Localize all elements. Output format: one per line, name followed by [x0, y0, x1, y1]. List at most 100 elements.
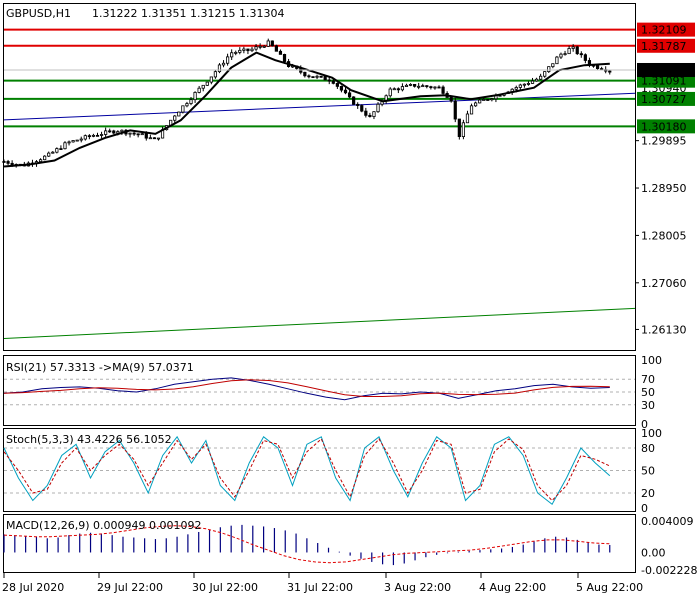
y-tick-label: -0.002228 — [641, 564, 697, 577]
macd-signal-line — [3, 525, 610, 564]
candle-body — [319, 75, 323, 78]
candle-body — [457, 118, 461, 137]
candle-body — [425, 85, 429, 88]
candle-body — [579, 53, 583, 56]
candle-body — [63, 142, 67, 150]
candle-body — [347, 92, 352, 98]
candle-body — [465, 113, 470, 124]
candle-body — [482, 99, 486, 101]
candle-body — [376, 103, 380, 113]
candle-body — [559, 53, 563, 58]
candle-body — [173, 115, 177, 121]
x-tick-label: 28 Jul 2020 — [2, 581, 64, 594]
candle-body — [563, 53, 567, 56]
candle-body — [246, 48, 250, 52]
candle-body — [91, 134, 96, 137]
candle-body — [221, 62, 226, 66]
candle-body — [469, 105, 474, 115]
candle-body — [10, 162, 14, 166]
y-tick-label: 0 — [641, 418, 648, 431]
x-tick-label: 29 Jul 22:00 — [97, 581, 163, 594]
candle-body — [258, 45, 262, 48]
candle-body — [364, 110, 368, 116]
candle-body — [352, 96, 356, 105]
candle-body — [388, 88, 392, 97]
stoch-main-line — [3, 435, 611, 506]
stoch-layer: 100 80 50 20 0 — [3, 427, 662, 515]
candle-body — [522, 83, 526, 86]
candle-body — [250, 48, 254, 52]
main-layer: 1.298951.289501.280051.270601.261301.309… — [2, 22, 695, 339]
y-tick-label: 1.29895 — [641, 135, 687, 148]
candle-body — [230, 52, 234, 58]
rsi-title: RSI(21) 57.3313 ->MA(9) 57.0371 — [6, 361, 194, 374]
candle-body — [335, 82, 339, 87]
green-trendline — [3, 307, 636, 339]
y-tick-label: 100 — [641, 427, 662, 440]
candle-body — [2, 161, 6, 163]
candle-body — [201, 84, 205, 89]
stoch-title: Stoch(5,3,3) 43.4226 56.1052 — [6, 433, 172, 446]
candle-body — [339, 86, 344, 91]
candle-body — [571, 46, 575, 49]
candle-body — [343, 89, 348, 94]
price-label-box — [637, 119, 695, 134]
candle-body — [197, 87, 201, 93]
y-tick-label: 0 — [641, 502, 648, 515]
y-tick-label: 1.28950 — [641, 182, 687, 195]
y-tick-label: 70 — [641, 373, 655, 386]
candle-body — [534, 78, 539, 82]
x-tick-label: 3 Aug 22:00 — [384, 581, 451, 594]
candle-body — [217, 64, 222, 73]
candle-body — [400, 86, 405, 91]
candle-body — [449, 97, 453, 102]
candle-body — [177, 111, 181, 117]
candle-body — [396, 88, 400, 91]
candle-body — [181, 105, 185, 113]
candle-body — [99, 134, 104, 136]
candle-body — [486, 99, 490, 101]
x-tick-label: 5 Aug 22:00 — [576, 581, 643, 594]
candle-body — [453, 100, 457, 120]
candle-body — [323, 76, 327, 81]
candle-body — [213, 71, 218, 78]
candle-body — [526, 83, 531, 85]
price-label-box — [637, 22, 695, 37]
candle-body — [473, 102, 478, 107]
x-axis: 28 Jul 2020 29 Jul 22:00 30 Jul 22:00 31 Ju… — [2, 573, 643, 594]
candle-body — [132, 132, 136, 135]
candle-body — [140, 133, 144, 136]
candle-body — [441, 86, 445, 94]
candle-body — [189, 99, 193, 104]
y-tick-label: 1.27060 — [641, 277, 687, 290]
candle-body — [6, 161, 10, 164]
candle-body — [413, 83, 417, 87]
current-price-label: 1.31304 — [641, 64, 687, 77]
macd-layer: 0.004009 0.00 -0.002228 — [3, 515, 697, 577]
price-label: 1.32109 — [641, 24, 687, 37]
price-label-box — [637, 91, 695, 106]
price-label: 1.30180 — [641, 120, 687, 133]
candle-body — [404, 84, 409, 87]
candle-body — [547, 66, 551, 72]
y-tick-label: 80 — [641, 442, 655, 455]
candle-body — [148, 137, 152, 140]
candle-body — [67, 141, 71, 144]
y-tick-label: 1.26130 — [641, 323, 687, 336]
candle-body — [238, 49, 242, 53]
x-tick-label: 4 Aug 22:00 — [479, 581, 546, 594]
candle-body — [108, 130, 112, 133]
stoch-signal-line — [3, 438, 611, 502]
candle-body — [47, 152, 51, 157]
candle-body — [315, 75, 319, 78]
candle-body — [55, 148, 59, 153]
candle-body — [144, 133, 148, 139]
candle-body — [156, 137, 161, 140]
candle-body — [51, 151, 55, 154]
candle-body — [555, 56, 559, 65]
candle-body — [83, 135, 87, 140]
candle-body — [437, 86, 441, 89]
